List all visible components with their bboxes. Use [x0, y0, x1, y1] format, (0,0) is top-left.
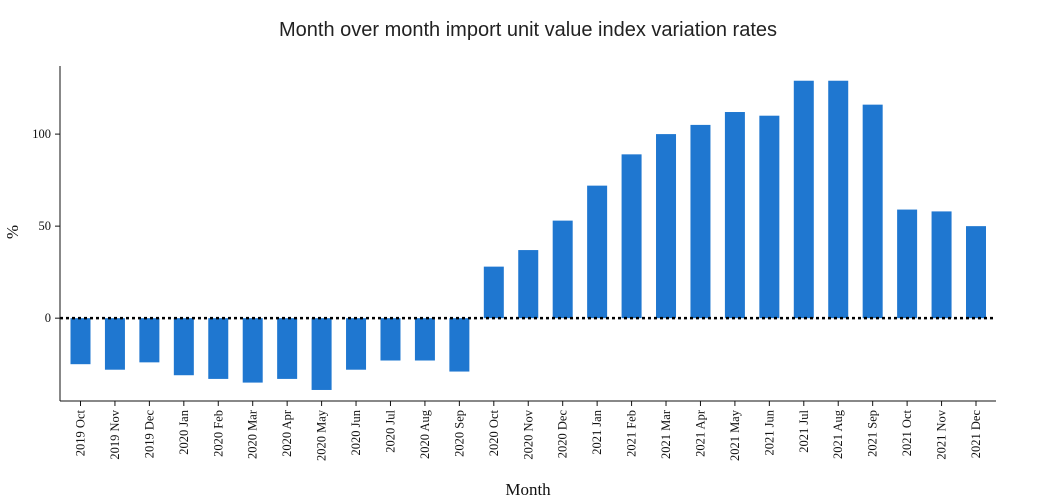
x-tick-label: 2020 Mar	[246, 409, 260, 459]
x-tick-label: 2021 Jul	[797, 409, 811, 452]
x-tick-label: 2020 Apr	[280, 409, 294, 457]
x-axis-title: Month	[505, 480, 551, 499]
bar-2021-may	[724, 112, 745, 319]
bar-2020-apr	[277, 318, 298, 379]
x-tick-label: 2021 May	[728, 409, 742, 461]
x-tick-label: 2019 Dec	[142, 410, 156, 459]
bar-2020-jun	[346, 318, 367, 370]
x-tick-label: 2019 Oct	[74, 409, 88, 456]
x-tick-label: 2020 Aug	[418, 409, 432, 459]
x-tick-label: 2020 Sep	[452, 410, 466, 457]
x-tick-label: 2019 Nov	[108, 409, 122, 459]
bar-2020-sep	[449, 318, 470, 372]
bar-2019-nov	[104, 318, 125, 370]
y-ticks-layer: 0 50 100	[32, 127, 60, 325]
bar-2020-oct	[483, 266, 504, 319]
bar-2021-oct	[897, 209, 918, 319]
x-tick-label: 2020 Jul	[383, 409, 397, 452]
x-tick-label: 2021 Oct	[900, 409, 914, 456]
bar-2021-jan	[587, 185, 608, 319]
x-ticks-layer: 2019 Oct 2019 Nov 2019 Dec 2020 Jan 2020 Feb…	[74, 401, 983, 461]
bar-2021-sep	[862, 104, 883, 319]
x-tick-label: 2021 Nov	[935, 409, 949, 459]
bars-layer	[70, 80, 986, 390]
x-tick-label: 2020 Jan	[177, 409, 191, 455]
x-tick-label: 2021 Sep	[866, 410, 880, 457]
x-tick-label: 2020 May	[315, 409, 329, 461]
bar-2020-jan	[173, 318, 194, 376]
bar-2020-may	[311, 318, 332, 390]
y-axis-title: %	[3, 225, 22, 239]
x-tick-label: 2021 Apr	[693, 409, 707, 457]
bar-2020-dec	[552, 220, 573, 319]
bar-2021-mar	[656, 134, 677, 319]
bar-2020-mar	[242, 318, 263, 383]
y-tick-label: 100	[32, 127, 51, 141]
bar-2021-nov	[931, 211, 952, 319]
y-tick-label: 50	[39, 219, 52, 233]
chart-title: Month over month import unit value index…	[279, 19, 777, 41]
y-tick-label: 0	[45, 311, 51, 325]
bar-2021-jun	[759, 115, 780, 319]
bar-2020-feb	[208, 318, 229, 379]
x-tick-label: 2021 Jan	[590, 409, 604, 455]
bar-2021-aug	[828, 80, 849, 319]
bar-2019-oct	[70, 318, 91, 365]
x-tick-label: 2020 Dec	[556, 410, 570, 459]
x-tick-label: 2020 Jun	[349, 409, 363, 455]
bar-2019-dec	[139, 318, 160, 363]
bar-2021-dec	[966, 226, 986, 319]
x-tick-label: 2020 Oct	[487, 409, 501, 456]
x-tick-label: 2020 Feb	[211, 410, 225, 457]
bar-2020-nov	[518, 250, 539, 319]
bar-2021-feb	[621, 154, 642, 319]
bar-2021-apr	[690, 124, 711, 319]
x-tick-label: 2021 Mar	[659, 409, 673, 459]
bar-2020-jul	[380, 318, 401, 361]
bar-2020-aug	[414, 318, 435, 361]
x-tick-label: 2020 Nov	[521, 409, 535, 459]
x-tick-label: 2021 Dec	[969, 410, 983, 459]
x-tick-label: 2021 Feb	[625, 410, 639, 457]
x-tick-label: 2021 Jun	[762, 409, 776, 455]
bar-2021-jul	[793, 80, 814, 319]
x-tick-label: 2021 Aug	[831, 409, 845, 459]
